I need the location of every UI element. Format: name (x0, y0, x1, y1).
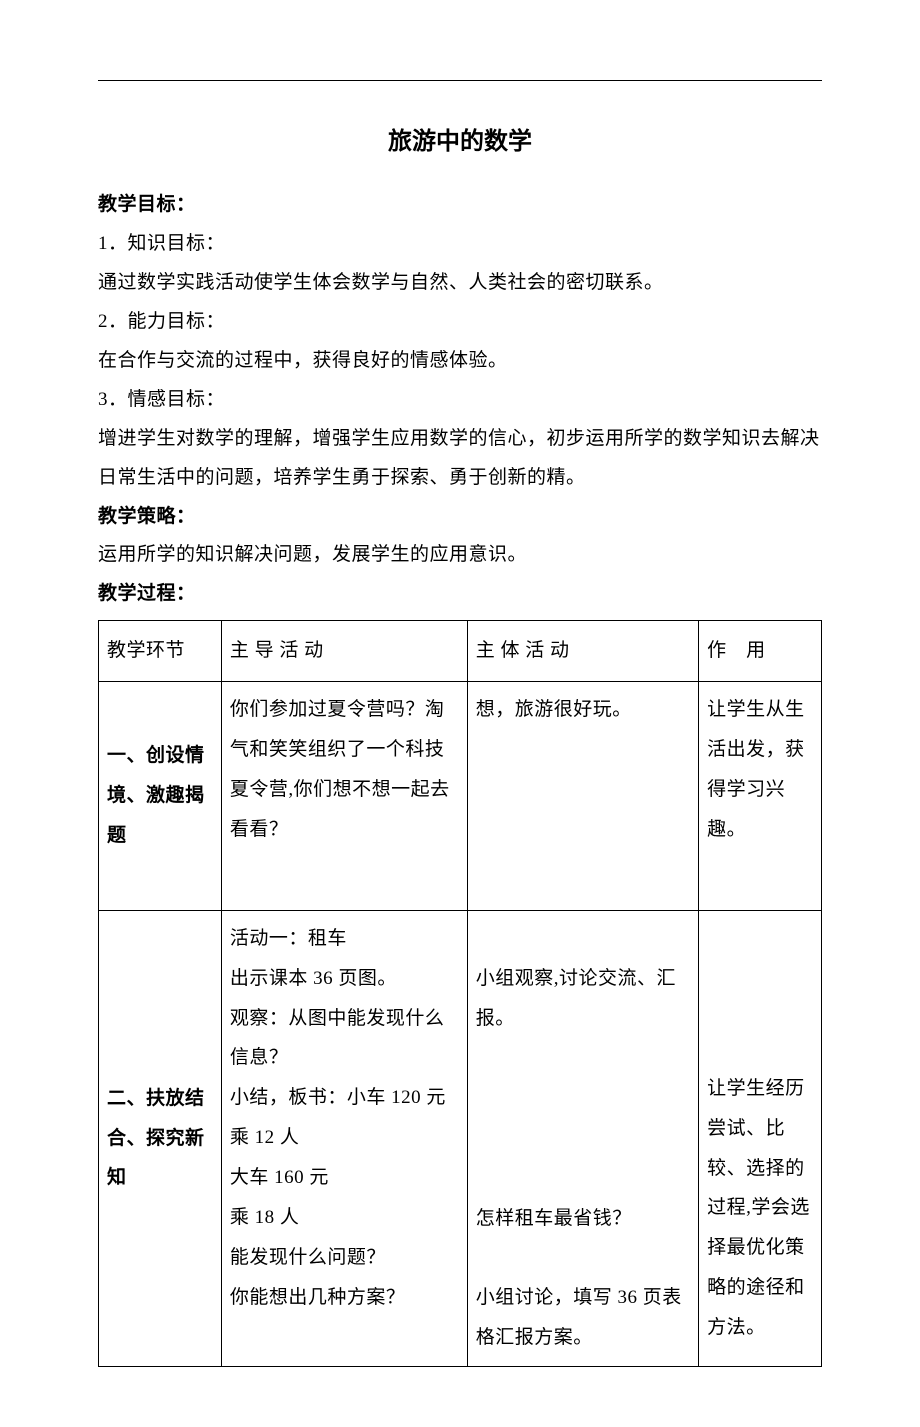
spacer (476, 1238, 690, 1278)
row2-col2-l6: 大车 160 元 (230, 1158, 459, 1198)
goals-heading: 教学目标： (98, 186, 822, 225)
row2-col2-l5: 乘 12 人 (230, 1118, 459, 1158)
row1-col2: 你们参加过夏令营吗？淘气和笑笑组织了一个科技夏令营,你们想不想一起去看看？ (221, 682, 467, 911)
row2-col2-l8: 能发现什么问题？ (230, 1238, 459, 1278)
row2-col2-l1: 活动一：租车 (230, 919, 459, 959)
header-col4: 作 用 (699, 621, 822, 682)
row2-col3-l1: 小组观察,讨论交流、汇报。 (476, 959, 690, 1039)
table-header-row: 教学环节 主 导 活 动 主 体 活 动 作 用 (99, 621, 822, 682)
strategy-text: 运用所学的知识解决问题，发展学生的应用意识。 (98, 536, 822, 575)
spacer (476, 919, 690, 959)
header-col3: 主 体 活 动 (467, 621, 698, 682)
row1-col4: 让学生从生活出发，获得学习兴趣。 (699, 682, 822, 911)
strategy-section: 教学策略： 运用所学的知识解决问题，发展学生的应用意识。 (98, 498, 822, 576)
row2-col3: 小组观察,讨论交流、汇报。 怎样租车最省钱？ 小组讨论，填写 36 页表格汇报方… (467, 910, 698, 1366)
header-col1: 教学环节 (99, 621, 222, 682)
row2-col4: 让学生经历尝试、比较、选择的过程,学会选择最优化策略的途径和方法。 (699, 910, 822, 1366)
goal1-text: 通过数学实践活动使学生体会数学与自然、人类社会的密切联系。 (98, 264, 822, 303)
goal2-text: 在合作与交流的过程中，获得良好的情感体验。 (98, 342, 822, 381)
goal3-text: 增进学生对数学的理解，增强学生应用数学的信心，初步运用所学的数学知识去解决日常生… (98, 420, 822, 498)
row2-col2-l4: 小结，板书：小车 120 元 (230, 1078, 459, 1118)
row2-col2-l3: 观察：从图中能发现什么信息？ (230, 999, 459, 1079)
row2-col3-l3: 小组讨论，填写 36 页表格汇报方案。 (476, 1278, 690, 1358)
row2-col3-l2: 怎样租车最省钱？ (476, 1199, 690, 1239)
row2-col2-l2: 出示课本 36 页图。 (230, 959, 459, 999)
header-col2: 主 导 活 动 (221, 621, 467, 682)
process-section: 教学过程： (98, 575, 822, 614)
strategy-heading: 教学策略： (98, 498, 822, 537)
row2-col2-l7: 乘 18 人 (230, 1198, 459, 1238)
header-rule (98, 80, 822, 81)
row1-col3: 想，旅游很好玩。 (467, 682, 698, 911)
process-heading: 教学过程： (98, 575, 822, 614)
table-row: 一、创设情境、激趣揭题 你们参加过夏令营吗？淘气和笑笑组织了一个科技夏令营,你们… (99, 682, 822, 911)
row2-col1: 二、扶放结合、探究新知 (99, 910, 222, 1366)
table-row: 二、扶放结合、探究新知 活动一：租车 出示课本 36 页图。 观察：从图中能发现… (99, 910, 822, 1366)
row1-col1: 一、创设情境、激趣揭题 (99, 682, 222, 911)
goal2-label: 2．能力目标： (98, 303, 822, 342)
process-table: 教学环节 主 导 活 动 主 体 活 动 作 用 一、创设情境、激趣揭题 你们参… (98, 620, 822, 1367)
row2-col4-text: 让学生经历尝试、比较、选择的过程,学会选择最优化策略的途径和方法。 (707, 1069, 813, 1348)
goal1-label: 1．知识目标： (98, 225, 822, 264)
row2-col2-l9: 你能想出几种方案？ (230, 1278, 459, 1318)
spacer (476, 1039, 690, 1199)
goal3-label: 3．情感目标： (98, 381, 822, 420)
document-title: 旅游中的数学 (98, 121, 822, 156)
spacer (707, 919, 813, 1069)
row2-col2: 活动一：租车 出示课本 36 页图。 观察：从图中能发现什么信息？ 小结，板书：… (221, 910, 467, 1366)
goals-section: 教学目标： 1．知识目标： 通过数学实践活动使学生体会数学与自然、人类社会的密切… (98, 186, 822, 498)
